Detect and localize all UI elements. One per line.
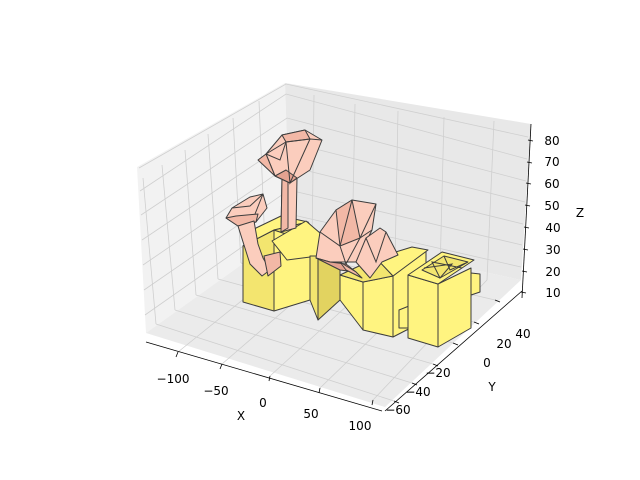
- top-edge: [365, 231, 387, 264]
- x-tick-mark: [175, 351, 179, 358]
- base-face: [437, 267, 472, 348]
- top-edge: [265, 138, 323, 155]
- y-grid-line: [142, 177, 157, 325]
- y-tick-label: 40: [515, 327, 530, 341]
- top-edge: [285, 138, 311, 185]
- z-axis-label: Z: [576, 206, 584, 220]
- z-grid-line: [139, 93, 528, 192]
- z-tick-mark: [524, 204, 531, 207]
- x-tick-mark: [318, 387, 321, 394]
- z-tick-label: 20: [545, 265, 560, 279]
- y-grid-line: [155, 323, 395, 402]
- top-edge: [231, 193, 264, 215]
- x-tick-labels: −100 −50 0 50 100: [157, 372, 372, 433]
- y-grid-line: [258, 100, 266, 247]
- y-tick-mark: [494, 299, 501, 303]
- z-tick-mark: [526, 161, 533, 164]
- y-tick-mark: [473, 321, 480, 325]
- z-tick-mark: [527, 139, 534, 142]
- z-tick-label: 70: [544, 155, 559, 169]
- y-tick-label: 0: [483, 356, 491, 370]
- x-axis-label: X: [237, 409, 245, 423]
- z-tick-label: 30: [545, 243, 560, 257]
- top-edge: [339, 229, 373, 266]
- y-grid-line: [195, 294, 434, 365]
- z-grid-line: [138, 83, 529, 169]
- z-tick-mark: [525, 182, 532, 185]
- x-tick-label: 50: [303, 407, 318, 421]
- z-grid-line: [140, 117, 527, 216]
- z-tick-mark: [523, 226, 530, 229]
- base-face: [470, 272, 481, 296]
- base-face: [407, 274, 439, 348]
- x-tick-label: 0: [259, 396, 267, 410]
- y-tick-label: −40: [405, 385, 430, 399]
- z-tick-label: 50: [544, 199, 559, 213]
- tick-marks: [175, 139, 534, 406]
- x-axis-line: [145, 341, 383, 412]
- top-face: [263, 251, 282, 277]
- y-tick-mark: [432, 363, 439, 367]
- x-tick-mark: [268, 375, 271, 382]
- base-face: [309, 255, 319, 321]
- z-tick-mark: [520, 291, 527, 294]
- top-face: [339, 261, 363, 279]
- z-tick-label: 40: [545, 221, 560, 235]
- x-tick-label: 100: [349, 419, 372, 433]
- x-tick-mark: [219, 363, 223, 370]
- y-tick-label: 20: [496, 337, 511, 351]
- y-tick-mark: [393, 400, 400, 404]
- z-tick-mark: [521, 270, 528, 273]
- y-tick-labels: −60 −40 −20 0 20 40: [385, 327, 530, 417]
- y-grid-line: [232, 117, 242, 264]
- axis-lines: [145, 123, 532, 412]
- z-tick-labels: 10 20 30 40 50 60 70 80: [544, 134, 560, 300]
- y-axis-label: Y: [487, 380, 496, 394]
- z-tick-mark: [522, 248, 529, 251]
- top-face: [280, 173, 289, 233]
- top-surface: [225, 129, 399, 279]
- z-tick-label: 60: [544, 177, 559, 191]
- top-face: [257, 153, 276, 177]
- y-grid-line: [207, 133, 219, 280]
- base-edge: [423, 261, 463, 279]
- y-grid-line: [184, 149, 197, 296]
- z-tick-label: 10: [545, 286, 560, 300]
- x-grid-line: [372, 120, 495, 401]
- top-edge: [265, 141, 287, 161]
- x-tick-label: −50: [203, 384, 228, 398]
- base-face: [362, 275, 394, 338]
- top-edge: [359, 203, 377, 239]
- z-tick-label: 80: [544, 134, 559, 148]
- z-axis-line: [521, 123, 532, 299]
- y-tick-label: −60: [385, 403, 410, 417]
- x-tick-mark: [371, 399, 374, 406]
- y-grid-line: [174, 309, 413, 384]
- y-grid-line: [161, 164, 176, 311]
- y-axis-line: [384, 290, 523, 412]
- base-edge: [443, 255, 469, 271]
- y-tick-mark: [411, 382, 418, 386]
- x-tick-label: −100: [157, 372, 190, 386]
- y-tick-mark: [452, 342, 459, 346]
- y-tick-label: −20: [425, 366, 450, 380]
